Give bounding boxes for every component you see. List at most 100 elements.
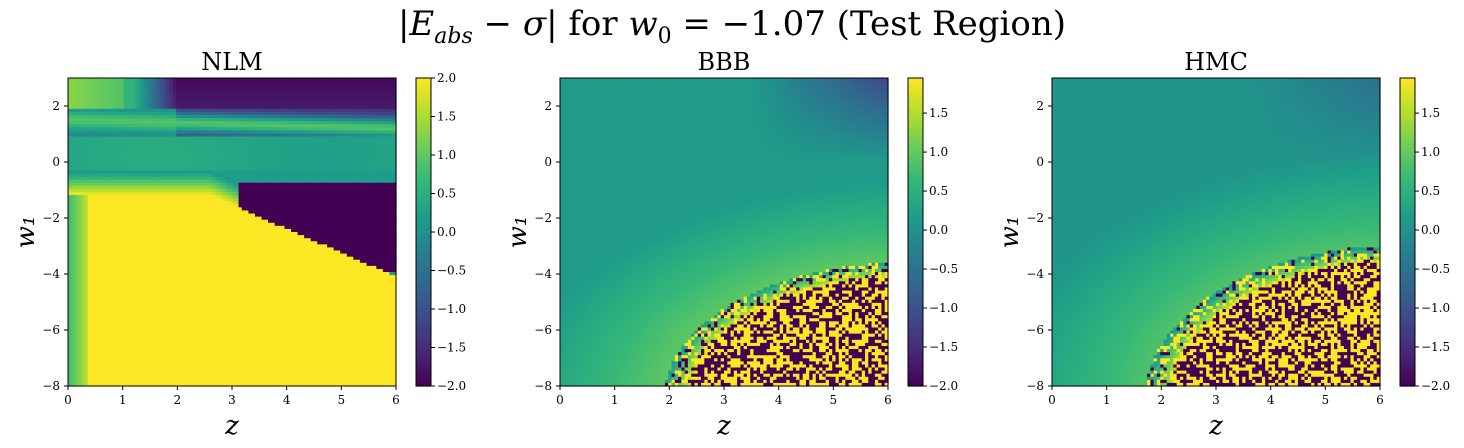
heatmap-cell bbox=[117, 148, 122, 153]
heatmap-cell bbox=[127, 225, 131, 230]
heatmap-cell bbox=[74, 145, 79, 150]
heatmap-cell bbox=[87, 318, 92, 322]
heatmap-cell bbox=[94, 198, 99, 202]
heatmap-cell bbox=[120, 111, 125, 116]
heatmap-cell bbox=[136, 121, 141, 125]
heatmap-cell bbox=[94, 219, 99, 224]
heatmap-cell bbox=[77, 108, 82, 113]
heatmap-cell bbox=[140, 87, 145, 91]
heatmap-cell bbox=[143, 188, 148, 193]
heatmap-cell bbox=[140, 250, 145, 255]
heatmap-cell bbox=[87, 188, 92, 193]
heatmap-cell bbox=[81, 213, 85, 218]
heatmap-cell bbox=[97, 321, 102, 325]
heatmap-cell bbox=[156, 155, 161, 159]
heatmap-cell bbox=[120, 281, 125, 285]
heatmap-cell bbox=[68, 336, 72, 341]
heatmap-cell bbox=[150, 93, 154, 98]
heatmap-cell bbox=[97, 253, 102, 258]
heatmap-cell bbox=[113, 345, 118, 350]
heatmap-cell bbox=[104, 382, 108, 387]
heatmap-cell bbox=[153, 155, 158, 159]
heatmap-cell bbox=[100, 355, 105, 359]
heatmap-cell bbox=[130, 244, 135, 248]
heatmap-cell bbox=[100, 345, 105, 350]
heatmap-cell bbox=[87, 182, 92, 187]
heatmap-cell bbox=[117, 225, 122, 230]
heatmap-cell bbox=[68, 207, 72, 212]
heatmap-cell bbox=[97, 342, 102, 347]
heatmap-cell bbox=[81, 281, 85, 285]
heatmap-cell bbox=[110, 188, 115, 193]
heatmap-cell bbox=[133, 127, 138, 131]
heatmap-cell bbox=[153, 108, 158, 113]
heatmap-cell bbox=[127, 352, 131, 356]
heatmap-cell bbox=[97, 222, 102, 227]
heatmap-cell bbox=[140, 158, 145, 162]
heatmap-cell bbox=[143, 262, 148, 267]
heatmap-cell bbox=[77, 287, 82, 292]
heatmap-cell bbox=[140, 173, 145, 178]
heatmap-cell bbox=[68, 133, 72, 138]
heatmap-cell bbox=[81, 324, 85, 329]
heatmap-cell bbox=[127, 358, 131, 362]
heatmap-cell bbox=[104, 127, 108, 131]
heatmap-cell bbox=[136, 188, 141, 193]
heatmap-cell bbox=[104, 176, 108, 181]
heatmap-cell bbox=[90, 253, 95, 258]
heatmap-cell bbox=[140, 272, 145, 276]
heatmap-cell bbox=[71, 207, 76, 212]
heatmap-cell bbox=[110, 256, 115, 261]
heatmap-cell bbox=[150, 191, 154, 196]
heatmap-cell bbox=[100, 287, 105, 292]
heatmap-cell bbox=[120, 158, 125, 162]
heatmap-cell bbox=[107, 296, 112, 301]
heatmap-cell bbox=[123, 268, 128, 273]
heatmap-cell bbox=[153, 296, 158, 301]
heatmap-cell bbox=[117, 281, 122, 285]
heatmap-cell bbox=[77, 148, 82, 153]
heatmap-cell bbox=[117, 219, 122, 224]
heatmap-cell bbox=[97, 241, 102, 245]
heatmap-cell bbox=[84, 182, 89, 187]
heatmap-cell bbox=[150, 382, 154, 387]
heatmap-cell bbox=[133, 287, 138, 292]
heatmap-cell bbox=[153, 96, 158, 101]
heatmap-cell bbox=[113, 352, 118, 356]
heatmap-cell bbox=[81, 84, 85, 88]
heatmap-cell bbox=[146, 108, 151, 113]
heatmap-cell bbox=[146, 321, 151, 325]
heatmap-cell bbox=[133, 330, 138, 335]
heatmap-cell bbox=[153, 170, 158, 175]
heatmap-cell bbox=[120, 299, 125, 304]
heatmap-cell bbox=[113, 127, 118, 131]
heatmap-cell bbox=[133, 84, 138, 88]
heatmap-cell bbox=[120, 315, 125, 319]
heatmap-cell bbox=[140, 188, 145, 193]
heatmap-cell bbox=[94, 379, 99, 384]
heatmap-cell bbox=[136, 336, 141, 341]
heatmap-cell bbox=[81, 345, 85, 350]
heatmap-cell bbox=[136, 235, 141, 239]
heatmap-cell bbox=[77, 352, 82, 356]
heatmap-cell bbox=[127, 330, 131, 335]
heatmap-cell bbox=[150, 188, 154, 193]
heatmap-cell bbox=[107, 179, 112, 184]
heatmap-cell bbox=[140, 275, 145, 279]
heatmap-cell bbox=[117, 164, 122, 168]
heatmap-cell bbox=[153, 358, 158, 362]
heatmap-cell bbox=[81, 349, 85, 353]
heatmap-cell bbox=[74, 87, 79, 91]
heatmap-cell bbox=[143, 312, 148, 316]
heatmap-cell bbox=[90, 219, 95, 224]
heatmap-cell bbox=[104, 228, 108, 233]
heatmap-cell bbox=[120, 78, 125, 82]
heatmap-cell bbox=[143, 102, 148, 107]
heatmap-cell bbox=[156, 136, 161, 141]
heatmap-cell bbox=[97, 84, 102, 88]
heatmap-cell bbox=[90, 268, 95, 273]
heatmap-cell bbox=[84, 158, 89, 162]
heatmap-cell bbox=[117, 373, 122, 378]
heatmap-cell bbox=[90, 379, 95, 384]
heatmap-cell bbox=[68, 96, 72, 101]
